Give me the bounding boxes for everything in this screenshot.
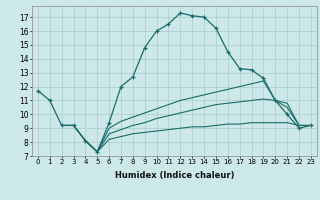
X-axis label: Humidex (Indice chaleur): Humidex (Indice chaleur) <box>115 171 234 180</box>
